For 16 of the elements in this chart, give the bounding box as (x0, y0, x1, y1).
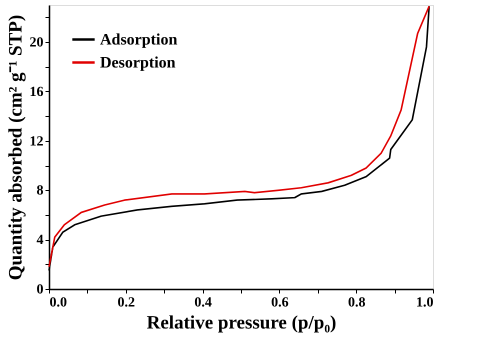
y-tick-label: 20 (30, 36, 44, 51)
y-tick-label: 12 (30, 134, 44, 150)
x-tick-label: 1.0 (416, 296, 434, 310)
legend-label: Desorption (100, 54, 176, 72)
x-tick-label: 0.4 (194, 296, 212, 310)
x-tick-label: 0.0 (50, 296, 67, 310)
y-tick-label: 8 (36, 184, 44, 199)
x-tick-label: 0.2 (118, 296, 136, 310)
x-axis-title: Relative pressure (p/p₀) (146, 312, 336, 334)
x-tick-label: 0.6 (271, 296, 289, 310)
x-tick-label: 0.8 (348, 296, 366, 310)
y-axis-title: Quantity absorbed (cm² g⁻¹ STP) (6, 14, 26, 280)
legend-label: Adsorption (100, 32, 178, 48)
y-tick-label: 16 (30, 84, 44, 100)
y-tick-label: 0 (36, 282, 44, 298)
y-tick-label: 4 (36, 233, 44, 248)
